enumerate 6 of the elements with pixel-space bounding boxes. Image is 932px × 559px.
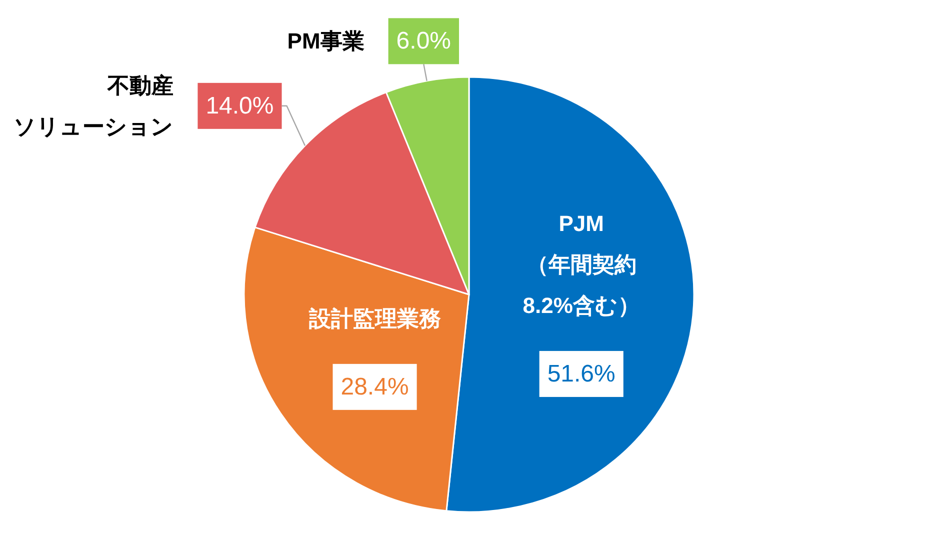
data-label: 6.0% xyxy=(396,28,451,55)
data-label: 28.4% xyxy=(340,373,409,400)
data-label: 14.0% xyxy=(206,92,274,120)
data-label: 51.6% xyxy=(547,360,616,388)
slice-label: 設計監理業務 xyxy=(308,306,441,331)
slice-label: PJM（年間契約8.2%含む） xyxy=(522,210,640,318)
